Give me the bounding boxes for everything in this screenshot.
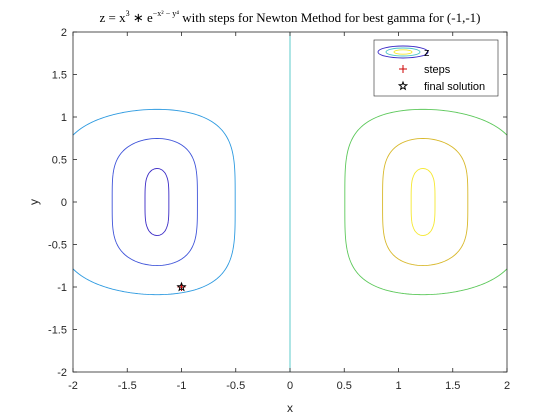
data-markers [176, 281, 187, 292]
contour-line [144, 167, 170, 237]
contour-lines [72, 32, 508, 372]
y-tick-label: -0.5 [48, 240, 67, 252]
x-tick-label: 1.5 [445, 380, 460, 392]
chart-title: z = x3 ∗ e−x² − y⁴ with steps for Newton… [100, 9, 481, 25]
x-tick-label: -1 [177, 380, 187, 392]
y-tick-label: -1 [57, 282, 67, 294]
x-tick-label: -0.5 [226, 380, 245, 392]
x-tick-label: -2 [68, 380, 78, 392]
x-axis-ticks: -2 -1.5 -1 -0.5 0 0.5 1 1.5 2 [68, 32, 510, 392]
y-tick-label: 2 [61, 27, 67, 39]
contour-line [72, 108, 236, 296]
legend-entry-z: z [377, 45, 430, 59]
legend-entry-final-solution: final solution [397, 80, 485, 93]
legend-star-marker [397, 80, 409, 91]
legend-label-z: z [424, 47, 430, 59]
final-solution-marker [176, 281, 187, 292]
y-tick-label: -1.5 [48, 325, 67, 337]
y-tick-label: 1 [61, 112, 67, 124]
legend-label-steps: steps [424, 64, 451, 76]
y-tick-label: 1.5 [52, 70, 67, 82]
title-prefix: z = x [100, 10, 127, 25]
x-tick-label: 1 [395, 380, 401, 392]
contour-line [410, 167, 436, 237]
x-tick-label: 0 [287, 380, 293, 392]
title-exponent-1: 3 [126, 9, 130, 18]
y-axis-label: y [27, 199, 41, 205]
y-axis-ticks: -2 -1.5 -1 -0.5 0 0.5 1 1.5 2 [48, 27, 507, 379]
y-tick-label: -2 [57, 367, 67, 379]
x-tick-label: 0.5 [337, 380, 352, 392]
x-axis-label: x [287, 401, 293, 415]
x-tick-label: -1.5 [118, 380, 137, 392]
legend-box [373, 39, 499, 97]
y-tick-label: 0.5 [52, 155, 67, 167]
contour-line [111, 138, 198, 266]
legend-steps-marker [399, 65, 407, 73]
title-mid: ∗ e [130, 10, 153, 25]
y-tick-label: 0 [61, 197, 67, 209]
legend-entry-steps: steps [399, 64, 451, 76]
legend-contour-swatch [377, 45, 429, 59]
x-tick-label: 2 [504, 380, 510, 392]
contour-line [344, 108, 508, 296]
title-exponent-2: −x² − y⁴ [153, 9, 179, 18]
legend: z steps final solution [373, 39, 499, 97]
title-suffix: with steps for Newton Method for best ga… [179, 10, 480, 25]
legend-label-final-solution: final solution [424, 81, 485, 93]
contour-line [382, 138, 469, 266]
